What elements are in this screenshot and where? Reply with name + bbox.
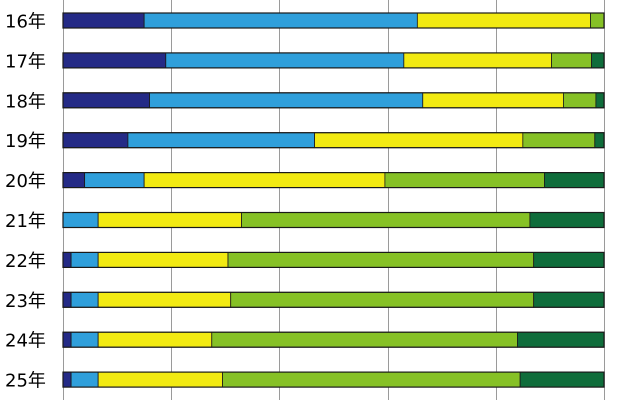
bar-segment-series-4 <box>590 12 605 29</box>
bar-segment-series-3 <box>403 52 552 69</box>
row-label: 22年 <box>5 251 46 272</box>
row-label: 25年 <box>5 371 46 392</box>
bar-segment-series-1 <box>62 132 129 149</box>
row-label: 19年 <box>5 131 46 152</box>
bar-segment-series-5 <box>544 172 605 189</box>
row-label: 16年 <box>5 12 46 33</box>
bar-outline <box>62 132 605 149</box>
bar-segment-series-1 <box>62 52 167 69</box>
bar-segment-series-3 <box>97 371 223 388</box>
bar-outline <box>62 92 605 109</box>
bar-outline <box>62 172 605 189</box>
bar-outline <box>62 371 605 388</box>
bar-segment-series-1 <box>62 172 86 189</box>
row-label: 17年 <box>5 51 46 72</box>
bar-segment-series-1 <box>62 331 72 348</box>
bar-segment-series-2 <box>165 52 405 69</box>
bar-segment-series-3 <box>422 92 564 109</box>
bar-segment-series-4 <box>522 132 596 149</box>
row-label: 18年 <box>5 91 46 112</box>
bar-segment-series-3 <box>143 172 386 189</box>
bar-segment-series-4 <box>230 291 535 308</box>
bar-segment-series-5 <box>533 251 605 268</box>
bar-segment-series-4 <box>222 371 521 388</box>
bar-segment-series-3 <box>97 291 232 308</box>
row-labels: 16年 17年 18年 19年 20年 21年 22年 23年 24年 25年 <box>5 12 46 392</box>
bar-segment-series-3 <box>97 212 242 228</box>
bar-segment-series-3 <box>97 331 213 348</box>
bar-segment-series-3 <box>314 132 524 149</box>
bar-outline <box>62 251 605 268</box>
bar-segment-series-5 <box>591 52 605 69</box>
bar-outline <box>62 211 605 229</box>
bar-segment-series-4 <box>563 92 597 109</box>
bar-segment-series-2 <box>70 331 99 348</box>
bar-outline <box>62 291 605 308</box>
bar-segment-series-5 <box>517 331 605 348</box>
bar-segment-series-5 <box>529 212 605 228</box>
bar-segment-series-5 <box>519 371 605 388</box>
bar-outline <box>62 12 605 29</box>
bar-segment-series-2 <box>127 132 315 149</box>
bar-segment-series-2 <box>62 212 99 228</box>
bars <box>62 12 605 388</box>
bar-segment-series-4 <box>551 52 592 69</box>
bar-outline <box>62 52 605 69</box>
row-label: 24年 <box>5 331 46 352</box>
row-label: 20年 <box>5 171 46 192</box>
bar-segment-series-5 <box>594 132 605 149</box>
bar-outline <box>62 331 605 348</box>
bar-segment-series-4 <box>227 251 535 268</box>
bar-segment-series-5 <box>595 92 605 109</box>
bar-segment-series-3 <box>97 251 229 268</box>
bar-segment-series-1 <box>62 291 72 308</box>
bar-segment-series-1 <box>62 12 145 29</box>
bar-segment-series-2 <box>84 172 145 189</box>
bar-segment-series-1 <box>62 92 150 109</box>
bar-segment-series-2 <box>70 291 99 308</box>
bar-segment-series-2 <box>70 251 99 268</box>
bar-segment-series-5 <box>533 291 605 308</box>
bar-segment-series-2 <box>149 92 424 109</box>
bar-segment-series-2 <box>143 12 418 29</box>
bar-segment-series-4 <box>211 331 518 348</box>
bar-segment-series-1 <box>62 251 72 268</box>
row-label: 23年 <box>5 291 46 312</box>
bar-segment-series-2 <box>70 371 99 388</box>
bar-segment-series-1 <box>62 371 72 388</box>
bar-segment-series-4 <box>384 172 545 189</box>
bar-segment-series-3 <box>416 12 591 29</box>
row-label: 21年 <box>5 211 46 232</box>
bar-segment-series-4 <box>241 212 531 228</box>
